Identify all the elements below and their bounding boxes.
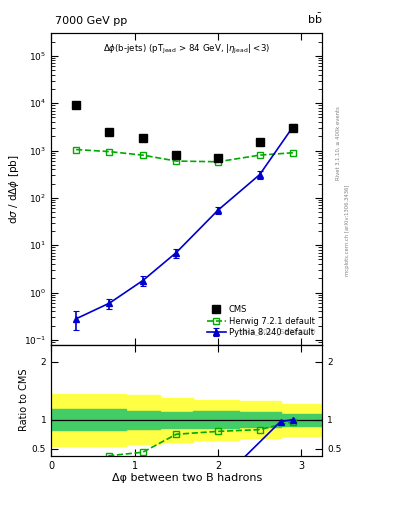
CMS [74, 102, 79, 109]
Herwig 7.2.1 default [74, 146, 79, 153]
Herwig 7.2.1 default [257, 152, 262, 158]
CMS [107, 129, 112, 135]
CMS [141, 135, 145, 141]
Legend: CMS, Herwig 7.2.1 default, Pythia 8.240 default: CMS, Herwig 7.2.1 default, Pythia 8.240 … [204, 302, 318, 340]
Herwig 7.2.1 default [141, 152, 145, 158]
Text: $\Delta\phi$(b-jets) (pT$_{\mathrm{Jead}}$ > 84 GeV, |$\eta_{\mathrm{Jead}}$| <3: $\Delta\phi$(b-jets) (pT$_{\mathrm{Jead}… [103, 42, 270, 56]
Y-axis label: d$\sigma$ / d$\Delta\phi$ [pb]: d$\sigma$ / d$\Delta\phi$ [pb] [7, 154, 21, 224]
Text: mcplots.cern.ch [arXiv:1306.3436]: mcplots.cern.ch [arXiv:1306.3436] [345, 185, 350, 276]
Text: b$\bar{\mathrm{b}}$: b$\bar{\mathrm{b}}$ [307, 11, 322, 26]
Text: Rivet 3.1.10, ≥ 400k events: Rivet 3.1.10, ≥ 400k events [336, 106, 341, 180]
CMS [216, 155, 220, 161]
Line: CMS: CMS [72, 101, 297, 162]
Text: CMS_2011_S8973270: CMS_2011_S8973270 [241, 328, 317, 335]
Y-axis label: Ratio to CMS: Ratio to CMS [19, 369, 29, 431]
CMS [257, 139, 262, 145]
CMS [174, 152, 178, 158]
Text: 7000 GeV pp: 7000 GeV pp [55, 15, 127, 26]
X-axis label: Δφ between two B hadrons: Δφ between two B hadrons [112, 473, 262, 483]
Herwig 7.2.1 default [174, 158, 178, 164]
Herwig 7.2.1 default [291, 150, 296, 156]
Line: Herwig 7.2.1 default: Herwig 7.2.1 default [73, 146, 297, 165]
Herwig 7.2.1 default [216, 159, 220, 165]
CMS [291, 125, 296, 131]
Herwig 7.2.1 default [107, 148, 112, 155]
